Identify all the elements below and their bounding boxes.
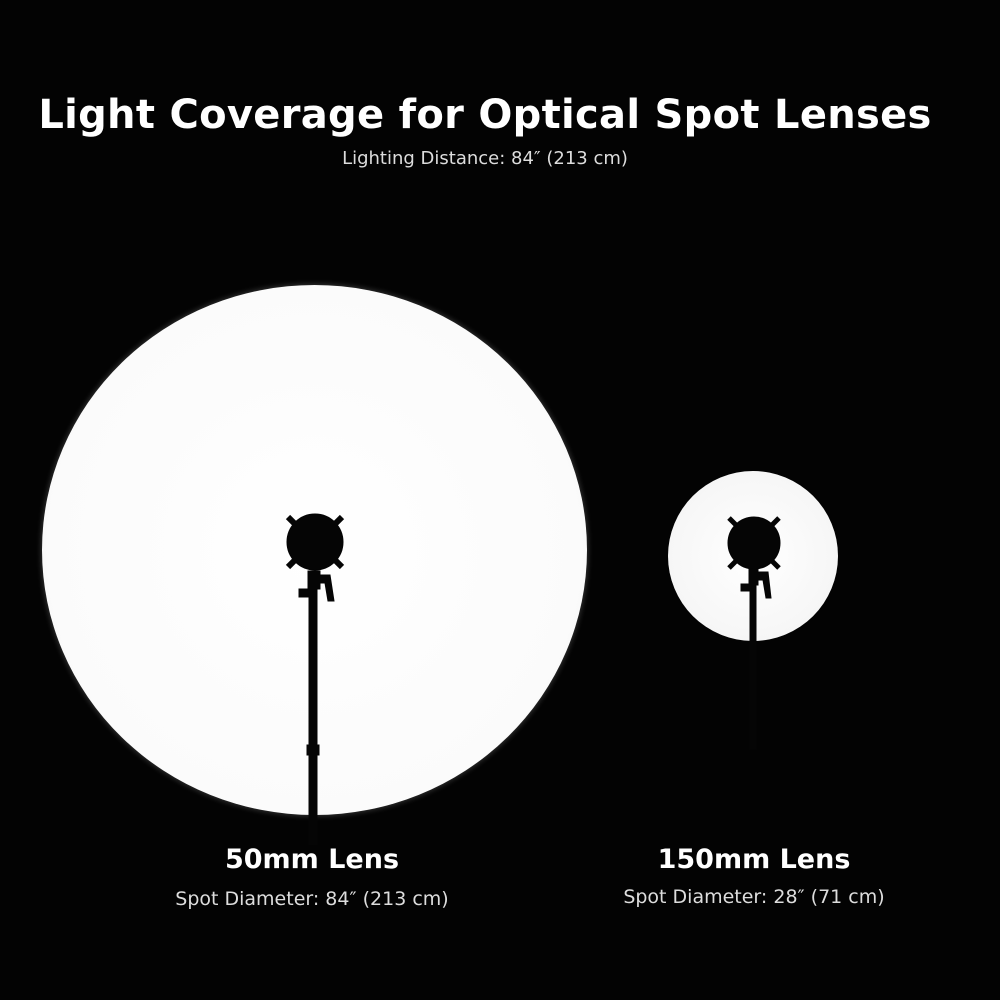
spot-diameter-50mm: Spot Diameter: 84″ (213 cm) (175, 888, 449, 910)
lens-label-50mm: 50mm Lens (224, 844, 400, 875)
spot-diameter-150mm: Spot Diameter: 28″ (71 cm) (623, 886, 885, 908)
lens-label-150mm: 150mm Lens (657, 844, 851, 875)
page-subtitle: Lighting Distance: 84″ (213 cm) (342, 148, 628, 169)
page-title: Light Coverage for Optical Spot Lenses (38, 92, 932, 138)
light-stand-150mm-icon (727, 516, 781, 750)
light-stand-50mm-icon (285, 513, 345, 845)
